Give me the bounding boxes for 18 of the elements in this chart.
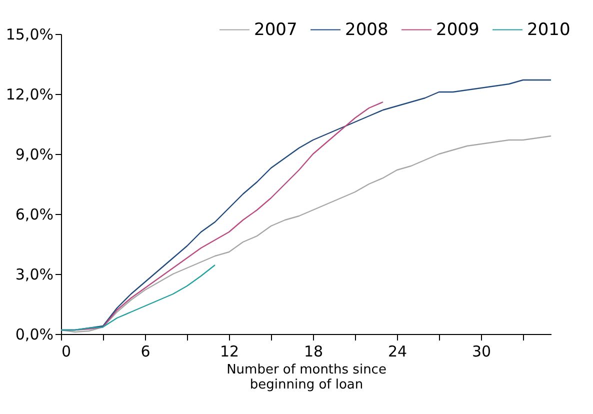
legend-label: 2009 xyxy=(436,20,480,40)
y-tick-label: 12,0% xyxy=(6,86,54,104)
x-tick-label: 0 xyxy=(62,342,72,360)
legend-label: 2007 xyxy=(254,20,298,40)
y-tick-label: 6,0% xyxy=(15,206,54,224)
x-tick-label: 6 xyxy=(140,342,150,360)
y-tick-label: 9,0% xyxy=(15,146,54,164)
legend-label: 2010 xyxy=(527,20,570,40)
x-tick-label: 24 xyxy=(388,342,408,360)
x-tick-label: 12 xyxy=(220,342,240,360)
x-tick-label: 18 xyxy=(304,342,324,360)
y-tick-label: 0,0% xyxy=(15,326,54,344)
y-tick-label: 15,0% xyxy=(6,26,54,44)
line-series xyxy=(60,264,216,331)
legend-label: 2008 xyxy=(345,20,388,40)
x-tick-label: 30 xyxy=(472,342,492,360)
x-axis-title: Number of months since beginning of loan xyxy=(226,362,386,392)
y-tick-label: 3,0% xyxy=(15,266,54,284)
